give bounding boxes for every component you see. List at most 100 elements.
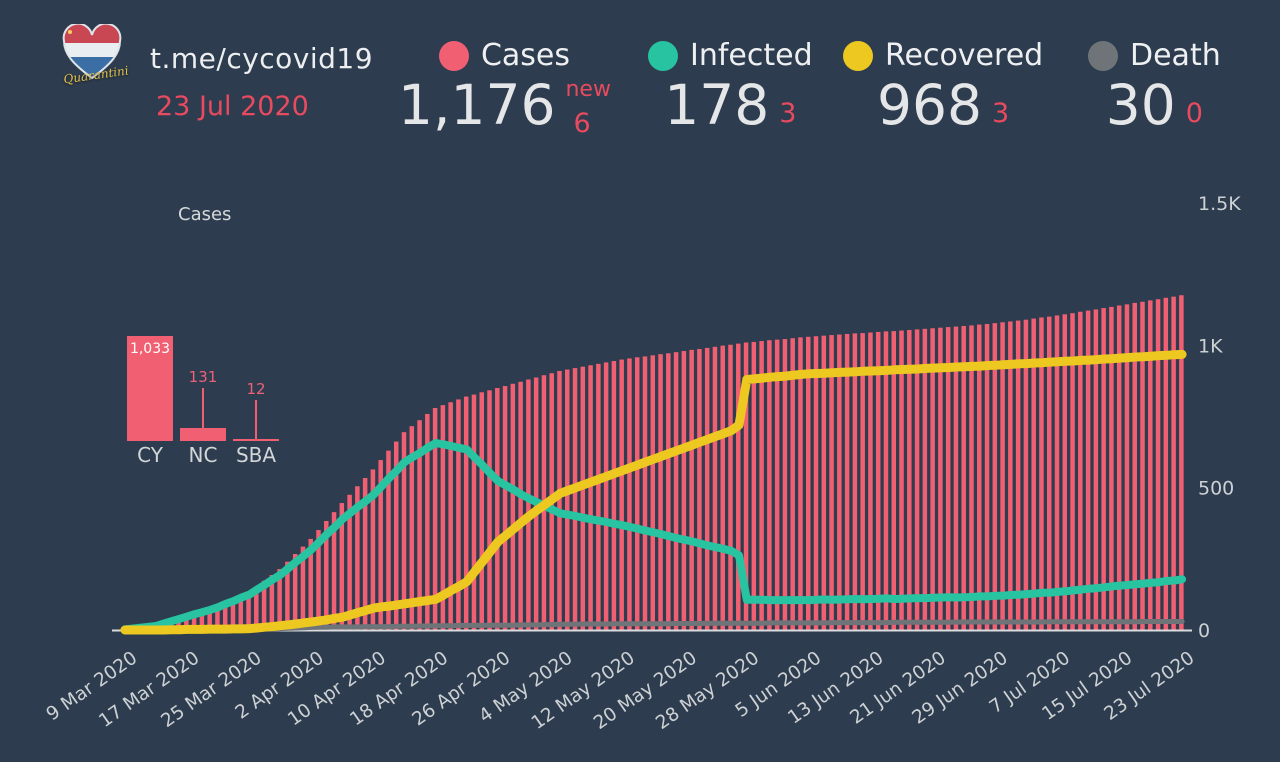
cases-bar <box>1078 311 1083 630</box>
cases-bar <box>1148 300 1153 630</box>
cases-bar <box>1140 301 1145 630</box>
cases-bar <box>751 341 757 630</box>
cases-bar <box>658 354 663 630</box>
cases-bar <box>930 328 935 630</box>
cases-bar <box>222 602 228 630</box>
cases-bar <box>907 329 912 630</box>
stat-cases-value: 1,176 <box>398 73 556 137</box>
cases-bar <box>1085 310 1091 630</box>
cases-bar <box>1093 309 1099 630</box>
cases-bar <box>883 331 889 630</box>
cases-bar <box>308 538 313 630</box>
cases-bar <box>1070 313 1075 630</box>
cases-bar <box>969 325 974 630</box>
cases-bar <box>300 546 306 630</box>
infected-line <box>120 439 1187 634</box>
cases-bar <box>261 580 267 630</box>
cases-bar <box>471 394 477 630</box>
cases-bar <box>642 356 648 630</box>
cases-bar <box>199 611 205 630</box>
inset-bar-sba <box>233 439 279 441</box>
cases-bar <box>774 339 780 630</box>
stat-death-label-row: Death <box>1088 38 1221 73</box>
cases-bar <box>611 360 617 630</box>
inset-value-label: 131 <box>188 368 218 386</box>
cases-bar <box>378 460 383 630</box>
cases-bar <box>393 441 399 630</box>
stat-recovered-new-value: 3 <box>992 97 1010 129</box>
inset-bar-nc <box>180 427 226 441</box>
inset-value-label: 12 <box>246 380 266 398</box>
brand-block: t.me/cycovid19 23 Jul 2020 <box>150 42 373 122</box>
cases-bar <box>712 346 718 630</box>
stat-death-label: Death <box>1130 38 1221 73</box>
cases-bar <box>1163 297 1169 630</box>
stat-infected-label: Infected <box>690 38 813 73</box>
inset-category-label: SBA <box>235 443 277 467</box>
report-date: 23 Jul 2020 <box>156 91 309 122</box>
cases-bar <box>1054 315 1060 630</box>
cases-bar <box>417 420 422 630</box>
cases-bar <box>945 327 951 630</box>
cases-bar <box>285 561 290 630</box>
channel-link[interactable]: t.me/cycovid19 <box>150 42 374 75</box>
cases-bar <box>502 386 508 630</box>
heart-flag-icon <box>62 22 122 80</box>
cases-bar <box>1171 296 1176 630</box>
cases-bar <box>790 338 795 630</box>
cases-bar <box>347 494 352 630</box>
inset-value-stem <box>202 388 204 428</box>
cases-bar <box>176 618 181 630</box>
stat-infected: Infected 178 3 <box>648 38 813 135</box>
cases-bar <box>868 332 873 630</box>
cases-bar <box>689 349 694 630</box>
cases-bar <box>432 407 438 630</box>
cases-bar <box>463 396 469 630</box>
cases-bar <box>736 343 741 630</box>
cases-bar <box>1015 320 1021 630</box>
cases-bar <box>1000 322 1005 630</box>
cases-bar <box>324 520 329 630</box>
stat-death-value-row: 30 0 <box>1106 76 1203 135</box>
stat-recovered-value-row: 968 3 <box>877 76 1010 135</box>
stat-infected-label-row: Infected <box>648 38 813 73</box>
cases-bar <box>805 336 811 630</box>
cases-bar <box>409 426 415 630</box>
stat-recovered-label-row: Recovered <box>843 38 1043 73</box>
cases-bar <box>1155 299 1161 630</box>
cases-bar <box>184 616 189 630</box>
cases-bar <box>370 469 376 630</box>
death-dot-icon <box>1088 40 1118 71</box>
cases-bar <box>386 450 391 630</box>
cases-bar <box>246 592 251 630</box>
cases-bar <box>767 340 772 630</box>
cases-bar <box>627 358 632 630</box>
stat-cases-new: new 6 <box>565 79 610 138</box>
cases-bar <box>961 325 966 630</box>
cases-bar <box>487 390 492 630</box>
cases-bar <box>292 553 298 630</box>
inset-category-label: CY <box>137 443 163 467</box>
inset-category-label: NC <box>188 443 218 467</box>
cases-bar <box>938 327 943 630</box>
cases-bar <box>526 379 531 630</box>
stat-death-new-value: 0 <box>1185 97 1203 129</box>
cases-bar <box>425 413 430 630</box>
cases-bar <box>1039 317 1044 630</box>
stat-cases-value-row: 1,176 new 6 <box>398 73 611 138</box>
cases-bar <box>681 351 687 630</box>
cases-bar <box>495 388 500 630</box>
cases-bar <box>355 486 360 630</box>
cases-bar <box>813 336 819 630</box>
cases-bar <box>580 366 586 630</box>
cases-bar <box>720 345 725 630</box>
cases-bar <box>1132 302 1137 630</box>
cases-bar <box>440 405 446 630</box>
cases-bar <box>596 363 601 630</box>
cases-bar <box>331 512 337 630</box>
cases-bar <box>704 347 710 630</box>
cases-bar <box>977 324 982 630</box>
channel-logo: Quarantini <box>60 22 130 90</box>
cases-bar <box>634 357 640 630</box>
